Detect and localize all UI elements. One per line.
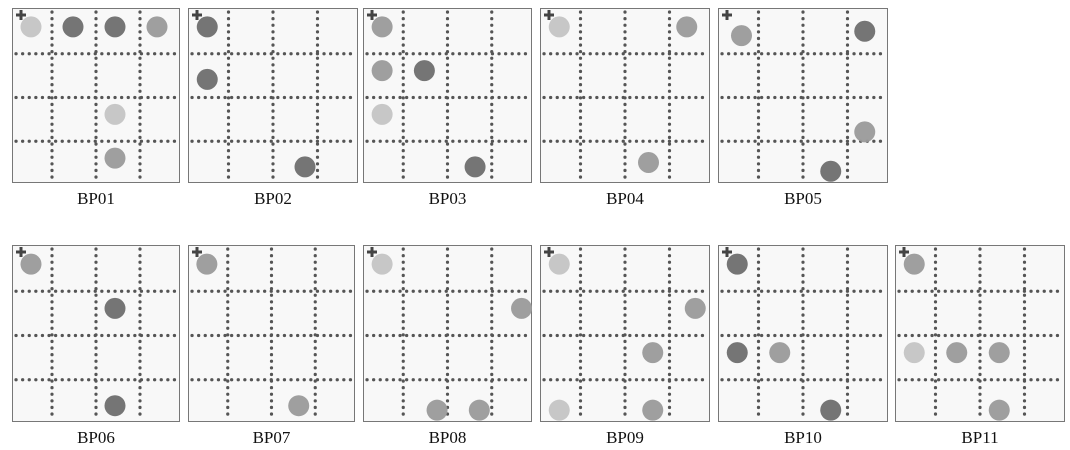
spot xyxy=(769,342,791,364)
spot xyxy=(104,103,126,125)
panel-label: BP05 xyxy=(784,189,822,208)
spot xyxy=(104,395,126,417)
spot xyxy=(988,342,1010,364)
spot xyxy=(642,399,664,421)
blot-panel xyxy=(188,245,355,422)
blot-panel xyxy=(363,245,532,422)
corner-cross xyxy=(192,247,202,257)
corner-cross xyxy=(899,247,909,257)
corner-cross xyxy=(192,10,202,20)
corner-cross xyxy=(722,10,732,20)
spot xyxy=(371,16,393,38)
spot xyxy=(903,342,925,364)
spot xyxy=(20,16,42,38)
corner-cross xyxy=(544,247,554,257)
panel-label: BP04 xyxy=(606,189,644,208)
spot xyxy=(196,68,218,90)
panel-label: BP03 xyxy=(428,189,467,208)
spot xyxy=(104,147,126,169)
panel-label: BP09 xyxy=(606,428,644,447)
corner-cross xyxy=(367,10,377,20)
spot xyxy=(511,297,532,319)
spot xyxy=(20,253,42,275)
spot xyxy=(820,160,842,182)
spot xyxy=(946,342,968,364)
spot xyxy=(726,342,748,364)
spot xyxy=(426,399,448,421)
blot-panel xyxy=(895,245,1065,422)
panel-label: BP02 xyxy=(254,189,292,208)
blot-panel xyxy=(12,8,180,183)
spot xyxy=(468,399,490,421)
spot xyxy=(288,395,310,417)
spot xyxy=(464,156,486,178)
spot xyxy=(196,253,218,275)
spot xyxy=(371,103,393,125)
spot xyxy=(638,152,659,173)
spot xyxy=(62,16,84,38)
corner-cross xyxy=(367,247,377,257)
spot xyxy=(548,16,570,38)
corner-cross xyxy=(16,247,26,257)
blot-panel xyxy=(540,8,710,183)
spot xyxy=(104,297,126,319)
corner-cross xyxy=(722,247,732,257)
panel-label: BP11 xyxy=(961,428,999,447)
spot xyxy=(371,253,393,275)
corner-cross xyxy=(544,10,554,20)
spot xyxy=(294,156,316,178)
panel-label: BP08 xyxy=(428,428,467,447)
spot xyxy=(548,399,570,421)
panel-label: BP01 xyxy=(77,189,115,208)
blot-panel xyxy=(363,8,532,183)
panel-label: BP10 xyxy=(784,428,822,447)
spot xyxy=(726,253,748,275)
spot xyxy=(820,399,842,421)
corner-cross xyxy=(16,10,26,20)
spot xyxy=(104,16,126,38)
spot xyxy=(903,253,925,275)
blot-panel xyxy=(718,8,888,183)
blot-panel xyxy=(718,245,888,422)
panel-label: BP07 xyxy=(252,428,291,447)
spot xyxy=(731,25,752,47)
spot xyxy=(548,253,570,275)
spot xyxy=(413,60,435,82)
spot xyxy=(676,16,698,38)
spot xyxy=(196,16,218,38)
spot xyxy=(146,16,168,38)
spot xyxy=(684,297,706,319)
spot xyxy=(371,60,393,82)
spot xyxy=(854,121,876,143)
blot-panel xyxy=(12,245,180,422)
blot-panel xyxy=(540,245,710,422)
spot xyxy=(642,342,664,364)
blot-panel xyxy=(188,8,358,183)
spot xyxy=(854,20,876,42)
spot xyxy=(988,399,1010,421)
panel-label: BP06 xyxy=(77,428,115,447)
